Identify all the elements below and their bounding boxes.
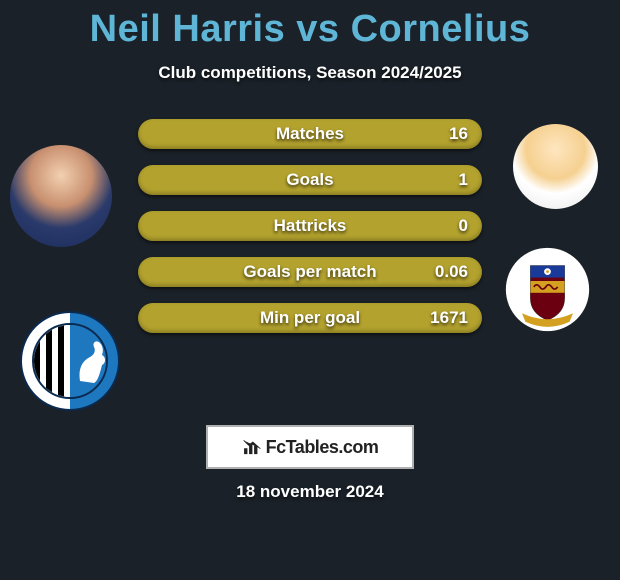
stat-row-hattricks: Hattricks 0 [138, 211, 482, 241]
stat-bar [138, 211, 482, 241]
stat-bar [138, 257, 482, 287]
stat-bar [138, 119, 482, 149]
footer-date: 18 november 2024 [0, 482, 620, 502]
player-right-avatar [513, 124, 598, 209]
comparison-panel: Matches 16 Goals 1 Hattricks 0 Goals per… [0, 119, 620, 333]
chart-icon [242, 437, 262, 457]
stats-bars: Matches 16 Goals 1 Hattricks 0 Goals per… [138, 119, 482, 333]
stat-bar [138, 165, 482, 195]
subtitle: Club competitions, Season 2024/2025 [0, 63, 620, 83]
page-title: Neil Harris vs Cornelius [0, 0, 620, 51]
branding-text: FcTables.com [266, 437, 379, 458]
stat-row-min-per-goal: Min per goal 1671 [138, 303, 482, 333]
branding-box: FcTables.com [206, 425, 414, 469]
club-right-badge [505, 247, 590, 332]
player-left-avatar [10, 145, 112, 247]
club-left-badge [20, 311, 120, 411]
stat-row-matches: Matches 16 [138, 119, 482, 149]
stat-bar [138, 303, 482, 333]
stat-row-goals-per-match: Goals per match 0.06 [138, 257, 482, 287]
stat-row-goals: Goals 1 [138, 165, 482, 195]
